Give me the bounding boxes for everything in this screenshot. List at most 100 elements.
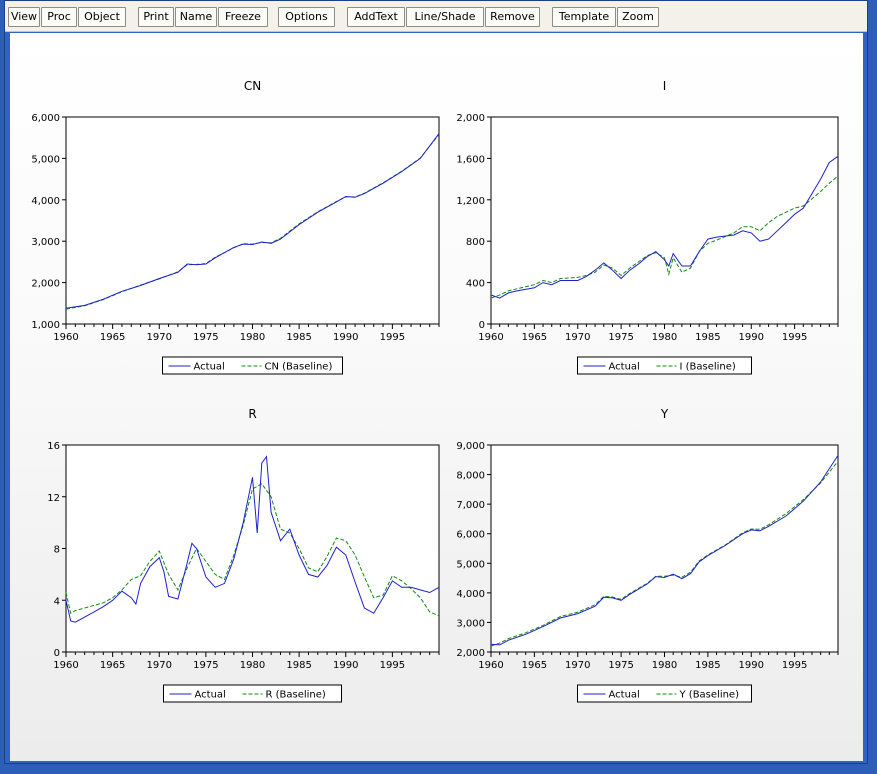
chart-panel-r: R 0 4 8 12 16 1960 1965 1970 1975 1980 1985 1990 1995… — [47, 407, 440, 703]
legend-label-actual: Actual — [194, 362, 225, 373]
series-actual-line — [65, 133, 440, 309]
legend-label-actual: Actual — [609, 690, 640, 701]
view-button[interactable]: View — [8, 7, 40, 27]
object-button[interactable]: Object — [78, 7, 126, 27]
legend-label-baseline: CN (Baseline) — [265, 362, 333, 373]
x-tick-label: 1960 — [478, 332, 503, 343]
y-tick-label: 8 — [54, 545, 60, 556]
y-tick-label: 1,600 — [456, 154, 485, 165]
legend-label-actual: Actual — [195, 690, 226, 701]
series-actual-line — [490, 155, 839, 299]
y-tick-label: 1,200 — [456, 196, 485, 207]
legend-box — [162, 356, 343, 375]
y-tick-label: 800 — [466, 237, 485, 248]
plot-frame — [65, 116, 440, 325]
x-tick-label: 1975 — [608, 660, 633, 671]
chart-title: I — [663, 79, 667, 93]
y-tick-label: 0 — [54, 648, 60, 659]
y-tick-label: 8,000 — [456, 471, 485, 482]
series-baseline-line — [490, 460, 839, 647]
chart-title: Y — [660, 407, 669, 421]
x-tick-label: 1960 — [53, 660, 78, 671]
x-tick-label: 1980 — [240, 660, 265, 671]
series-actual-line — [490, 455, 839, 646]
multi-chart-canvas: CN 1,000 2,000 3,000 4,000 5,000 6,000 1960 1965… — [31, 79, 839, 703]
x-tick-label: 1980 — [240, 332, 265, 343]
y-tick-label: 5,000 — [456, 559, 485, 570]
x-tick-label: 1980 — [652, 332, 677, 343]
freeze-button[interactable]: Freeze — [218, 7, 268, 27]
name-button[interactable]: Name — [175, 7, 217, 27]
y-tick-label: 7,000 — [456, 500, 485, 511]
x-tick-label: 1990 — [333, 332, 358, 343]
x-tick-label: 1980 — [652, 660, 677, 671]
x-tick-label: 1975 — [193, 332, 218, 343]
line-shade-button[interactable]: Line/Shade — [406, 7, 484, 27]
chart-panel-i: I 0 400 800 1,200 1,600 2,000 1960 1965 1970 1975 1… — [456, 79, 839, 375]
print-button[interactable]: Print — [138, 7, 174, 27]
y-tick-label: 4,000 — [456, 589, 485, 600]
y-tick-label: 1,000 — [31, 320, 60, 331]
chart-panel-y: Y 2,000 3,000 4,000 5,000 6,000 7,000 8,000 9,00… — [456, 407, 839, 703]
addtext-button[interactable]: AddText — [347, 7, 405, 27]
options-button[interactable]: Options — [278, 7, 335, 27]
y-tick-label: 4,000 — [31, 196, 60, 207]
plot-frame — [65, 444, 440, 653]
x-tick-label: 1970 — [147, 660, 172, 671]
y-tick-label: 2,000 — [456, 113, 485, 124]
x-tick-label: 1965 — [100, 332, 125, 343]
zoom-button[interactable]: Zoom — [617, 7, 659, 27]
x-tick-label: 1985 — [286, 660, 311, 671]
chart-panel-cn: CN 1,000 2,000 3,000 4,000 5,000 6,000 1960 1965… — [31, 79, 440, 375]
y-tick-label: 0 — [479, 320, 485, 331]
series-actual-line — [65, 455, 440, 623]
y-tick-label: 6,000 — [456, 530, 485, 541]
y-tick-label: 4 — [54, 596, 60, 607]
chart-title: CN — [244, 79, 261, 93]
x-tick-label: 1995 — [380, 332, 405, 343]
legend-label-actual: Actual — [609, 362, 640, 373]
x-tick-label: 1985 — [695, 660, 720, 671]
x-tick-label: 1985 — [286, 332, 311, 343]
x-tick-label: 1995 — [380, 660, 405, 671]
y-tick-label: 5,000 — [31, 154, 60, 165]
x-tick-label: 1990 — [739, 332, 764, 343]
x-tick-label: 1960 — [478, 660, 503, 671]
x-tick-label: 1975 — [193, 660, 218, 671]
x-tick-label: 1995 — [782, 660, 807, 671]
y-tick-label: 3,000 — [456, 618, 485, 629]
graph-toolbar: View Proc Object Print Name Freeze Optio… — [5, 1, 867, 32]
legend-label-baseline: I (Baseline) — [680, 362, 736, 373]
x-tick-label: 1965 — [522, 660, 547, 671]
y-tick-label: 9,000 — [456, 441, 485, 452]
x-tick-label: 1960 — [53, 332, 78, 343]
legend-label-baseline: Y (Baseline) — [679, 690, 740, 701]
chart-title: R — [248, 407, 256, 421]
x-tick-label: 1975 — [608, 332, 633, 343]
plot-frame — [490, 116, 839, 325]
x-tick-label: 1970 — [147, 332, 172, 343]
y-tick-label: 12 — [47, 493, 60, 504]
y-tick-label: 2,000 — [31, 279, 60, 290]
legend-label-baseline: R (Baseline) — [266, 690, 326, 701]
remove-button[interactable]: Remove — [485, 7, 540, 27]
x-tick-label: 1990 — [333, 660, 358, 671]
y-tick-label: 400 — [466, 279, 485, 290]
x-tick-label: 1985 — [695, 332, 720, 343]
proc-button[interactable]: Proc — [41, 7, 77, 27]
x-tick-label: 1990 — [739, 660, 764, 671]
graph-window: View Proc Object Print Name Freeze Optio… — [4, 0, 868, 764]
plot-frame — [490, 444, 839, 653]
x-tick-label: 1965 — [100, 660, 125, 671]
y-tick-label: 16 — [47, 441, 60, 452]
graph-area: CN 1,000 2,000 3,000 4,000 5,000 6,000 1960 1965… — [10, 33, 863, 761]
x-tick-label: 1995 — [782, 332, 807, 343]
series-baseline-line — [490, 175, 839, 299]
y-tick-label: 6,000 — [31, 113, 60, 124]
x-tick-label: 1965 — [522, 332, 547, 343]
y-tick-label: 2,000 — [456, 648, 485, 659]
y-tick-label: 3,000 — [31, 237, 60, 248]
template-button[interactable]: Template — [552, 7, 616, 27]
x-tick-label: 1970 — [565, 332, 590, 343]
x-tick-label: 1970 — [565, 660, 590, 671]
